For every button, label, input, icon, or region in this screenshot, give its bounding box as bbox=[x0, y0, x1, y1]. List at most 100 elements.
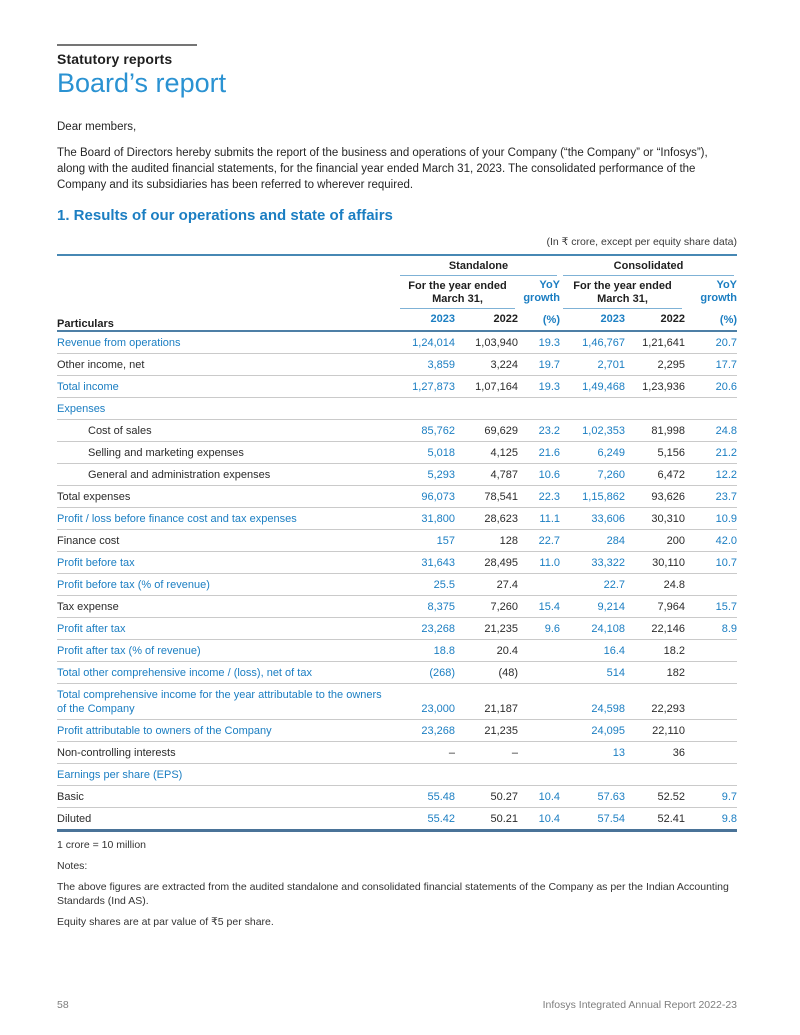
cell-standalone-yoy bbox=[518, 397, 560, 420]
cell-consolidated-yoy: 15.7 bbox=[685, 595, 738, 618]
yoy-unit-label: (%) bbox=[542, 314, 560, 326]
consolidated-header: Consolidated bbox=[560, 255, 737, 276]
page-title: Board’s report bbox=[57, 68, 227, 98]
cell-standalone-2022 bbox=[455, 763, 518, 786]
section-heading: 1. Results of our operations and state o… bbox=[57, 207, 393, 224]
cell-standalone-2022: 27.4 bbox=[455, 573, 518, 596]
yoy-growth-label: YoY growth bbox=[523, 279, 560, 304]
cell-standalone-2023 bbox=[397, 763, 455, 786]
cell-consolidated-2022: 52.52 bbox=[625, 785, 685, 808]
cell-standalone-2022: 78,541 bbox=[455, 485, 518, 508]
cell-standalone-yoy: 15.4 bbox=[518, 595, 560, 618]
cell-consolidated-yoy: 42.0 bbox=[685, 529, 738, 552]
statutory-reports-eyebrow: Statutory reports bbox=[57, 51, 173, 67]
notes-label: Notes: bbox=[57, 860, 88, 872]
cell-consolidated-2023: 514 bbox=[560, 661, 625, 684]
cell-consolidated-yoy bbox=[685, 763, 738, 786]
header-rule bbox=[57, 44, 197, 46]
cell-standalone-2023 bbox=[397, 397, 455, 420]
cell-standalone-yoy: 11.0 bbox=[518, 551, 560, 574]
cell-standalone-yoy: 19.3 bbox=[518, 331, 560, 354]
cell-consolidated-yoy: 23.7 bbox=[685, 485, 738, 508]
row-label: Profit / loss before finance cost and ta… bbox=[57, 507, 397, 530]
cell-standalone-2022: 50.21 bbox=[490, 813, 518, 825]
cell-consolidated-2022 bbox=[625, 397, 685, 420]
row-label: Total other comprehensive income / (loss… bbox=[57, 661, 397, 684]
cell-consolidated-2022: 24.8 bbox=[625, 573, 685, 596]
cell-standalone-2023: 1,27,873 bbox=[397, 375, 455, 398]
cell-consolidated-2023: 1,15,862 bbox=[560, 485, 625, 508]
row-label: Non-controlling interests bbox=[57, 741, 397, 764]
footer-report-name: Infosys Integrated Annual Report 2022-23 bbox=[542, 999, 737, 1011]
cell-standalone-2023: 18.8 bbox=[397, 639, 455, 662]
yoy-header-standalone: YoY growth (%) bbox=[518, 276, 560, 332]
table-row: Total comprehensive income for the year … bbox=[57, 683, 738, 720]
cell-standalone-2022: 21,235 bbox=[455, 617, 518, 640]
cell-standalone-2022: 7,260 bbox=[455, 595, 518, 618]
cell-standalone-2022: 50.27 bbox=[455, 785, 518, 808]
table-row: Profit after tax (% of revenue) 18.8 20.4 1… bbox=[57, 639, 738, 662]
cell-consolidated-2022: 22,146 bbox=[625, 617, 685, 640]
cell-consolidated-2023 bbox=[560, 763, 625, 786]
row-label: Diluted bbox=[57, 813, 92, 825]
year-2022-standalone: 2022 bbox=[455, 308, 518, 333]
cell-consolidated-2022: 2,295 bbox=[625, 353, 685, 376]
cell-standalone-yoy: 22.3 bbox=[518, 485, 560, 508]
cell-standalone-2023: 5,018 bbox=[397, 441, 455, 464]
cell-standalone-2022: 21,187 bbox=[455, 683, 518, 720]
cell-consolidated-2023: 33,606 bbox=[560, 507, 625, 530]
cell-standalone-2022: 4,125 bbox=[455, 441, 518, 464]
cell-standalone-2023: 25.5 bbox=[397, 573, 455, 596]
cell-consolidated-2022: 7,964 bbox=[625, 595, 685, 618]
cell-standalone-yoy: 19.7 bbox=[518, 353, 560, 376]
cell-standalone-2023: 157 bbox=[397, 529, 455, 552]
cell-standalone-2022: 69,629 bbox=[455, 419, 518, 442]
cell-consolidated-2022: 6,472 bbox=[625, 463, 685, 486]
cell-consolidated-yoy bbox=[685, 719, 738, 742]
cell-standalone-2022: 21,235 bbox=[455, 719, 518, 742]
cell-standalone-2023: 23,268 bbox=[397, 719, 455, 742]
table-row: Selling and marketing expenses 5,018 4,125… bbox=[57, 441, 738, 464]
cell-standalone-2022: 1,07,164 bbox=[455, 375, 518, 398]
standalone-header: Standalone bbox=[397, 255, 560, 276]
cell-consolidated-2022: 52.41 bbox=[657, 813, 685, 825]
yoy-growth-label: YoY growth bbox=[700, 279, 738, 304]
cell-consolidated-2022: 81,998 bbox=[625, 419, 685, 442]
particulars-header: Particulars bbox=[57, 255, 397, 332]
cell-standalone-2022: 128 bbox=[455, 529, 518, 552]
cell-standalone-2022: 4,787 bbox=[455, 463, 518, 486]
cell-consolidated-yoy: 12.2 bbox=[685, 463, 738, 486]
row-label: Tax expense bbox=[57, 595, 397, 618]
cell-standalone-2023: 23,000 bbox=[397, 683, 455, 720]
row-label: Profit after tax (% of revenue) bbox=[57, 639, 397, 662]
cell-consolidated-2023: 24,598 bbox=[560, 683, 625, 720]
unit-note: (In ₹ crore, except per equity share dat… bbox=[546, 236, 737, 248]
cell-consolidated-yoy: 20.7 bbox=[685, 331, 738, 354]
cell-consolidated-2023: 57.54 bbox=[597, 813, 625, 825]
cell-consolidated-yoy bbox=[685, 683, 738, 720]
cell-standalone-yoy: 10.4 bbox=[518, 785, 560, 808]
table-row: Total other comprehensive income / (loss… bbox=[57, 661, 738, 684]
cell-standalone-2023: 8,375 bbox=[397, 595, 455, 618]
cell-standalone-2022: 20.4 bbox=[455, 639, 518, 662]
row-label: Expenses bbox=[57, 397, 397, 420]
cell-standalone-yoy bbox=[518, 719, 560, 742]
cell-consolidated-yoy: 24.8 bbox=[685, 419, 738, 442]
cell-consolidated-yoy bbox=[685, 573, 738, 596]
table-row: Earnings per share (EPS) bbox=[57, 763, 738, 786]
cell-consolidated-2023: 24,095 bbox=[560, 719, 625, 742]
table-row: Profit before tax (% of revenue) 25.5 27.4… bbox=[57, 573, 738, 596]
cell-consolidated-2023: 1,02,353 bbox=[560, 419, 625, 442]
year-2023-consolidated: 2023 bbox=[560, 308, 625, 333]
row-label: Profit before tax (% of revenue) bbox=[57, 573, 397, 596]
cell-standalone-yoy: 19.3 bbox=[518, 375, 560, 398]
table-row: Tax expense 8,375 7,260 15.4 9,214 7,964 15.7 bbox=[57, 595, 738, 618]
row-label: Total income bbox=[57, 375, 397, 398]
cell-consolidated-yoy bbox=[685, 639, 738, 662]
year-2022-consolidated: 2022 bbox=[625, 308, 685, 333]
cell-consolidated-yoy: 21.2 bbox=[685, 441, 738, 464]
cell-standalone-2023: 85,762 bbox=[397, 419, 455, 442]
cell-consolidated-2023: 16.4 bbox=[560, 639, 625, 662]
cell-consolidated-2022: 22,110 bbox=[625, 719, 685, 742]
cell-standalone-2023: 96,073 bbox=[397, 485, 455, 508]
